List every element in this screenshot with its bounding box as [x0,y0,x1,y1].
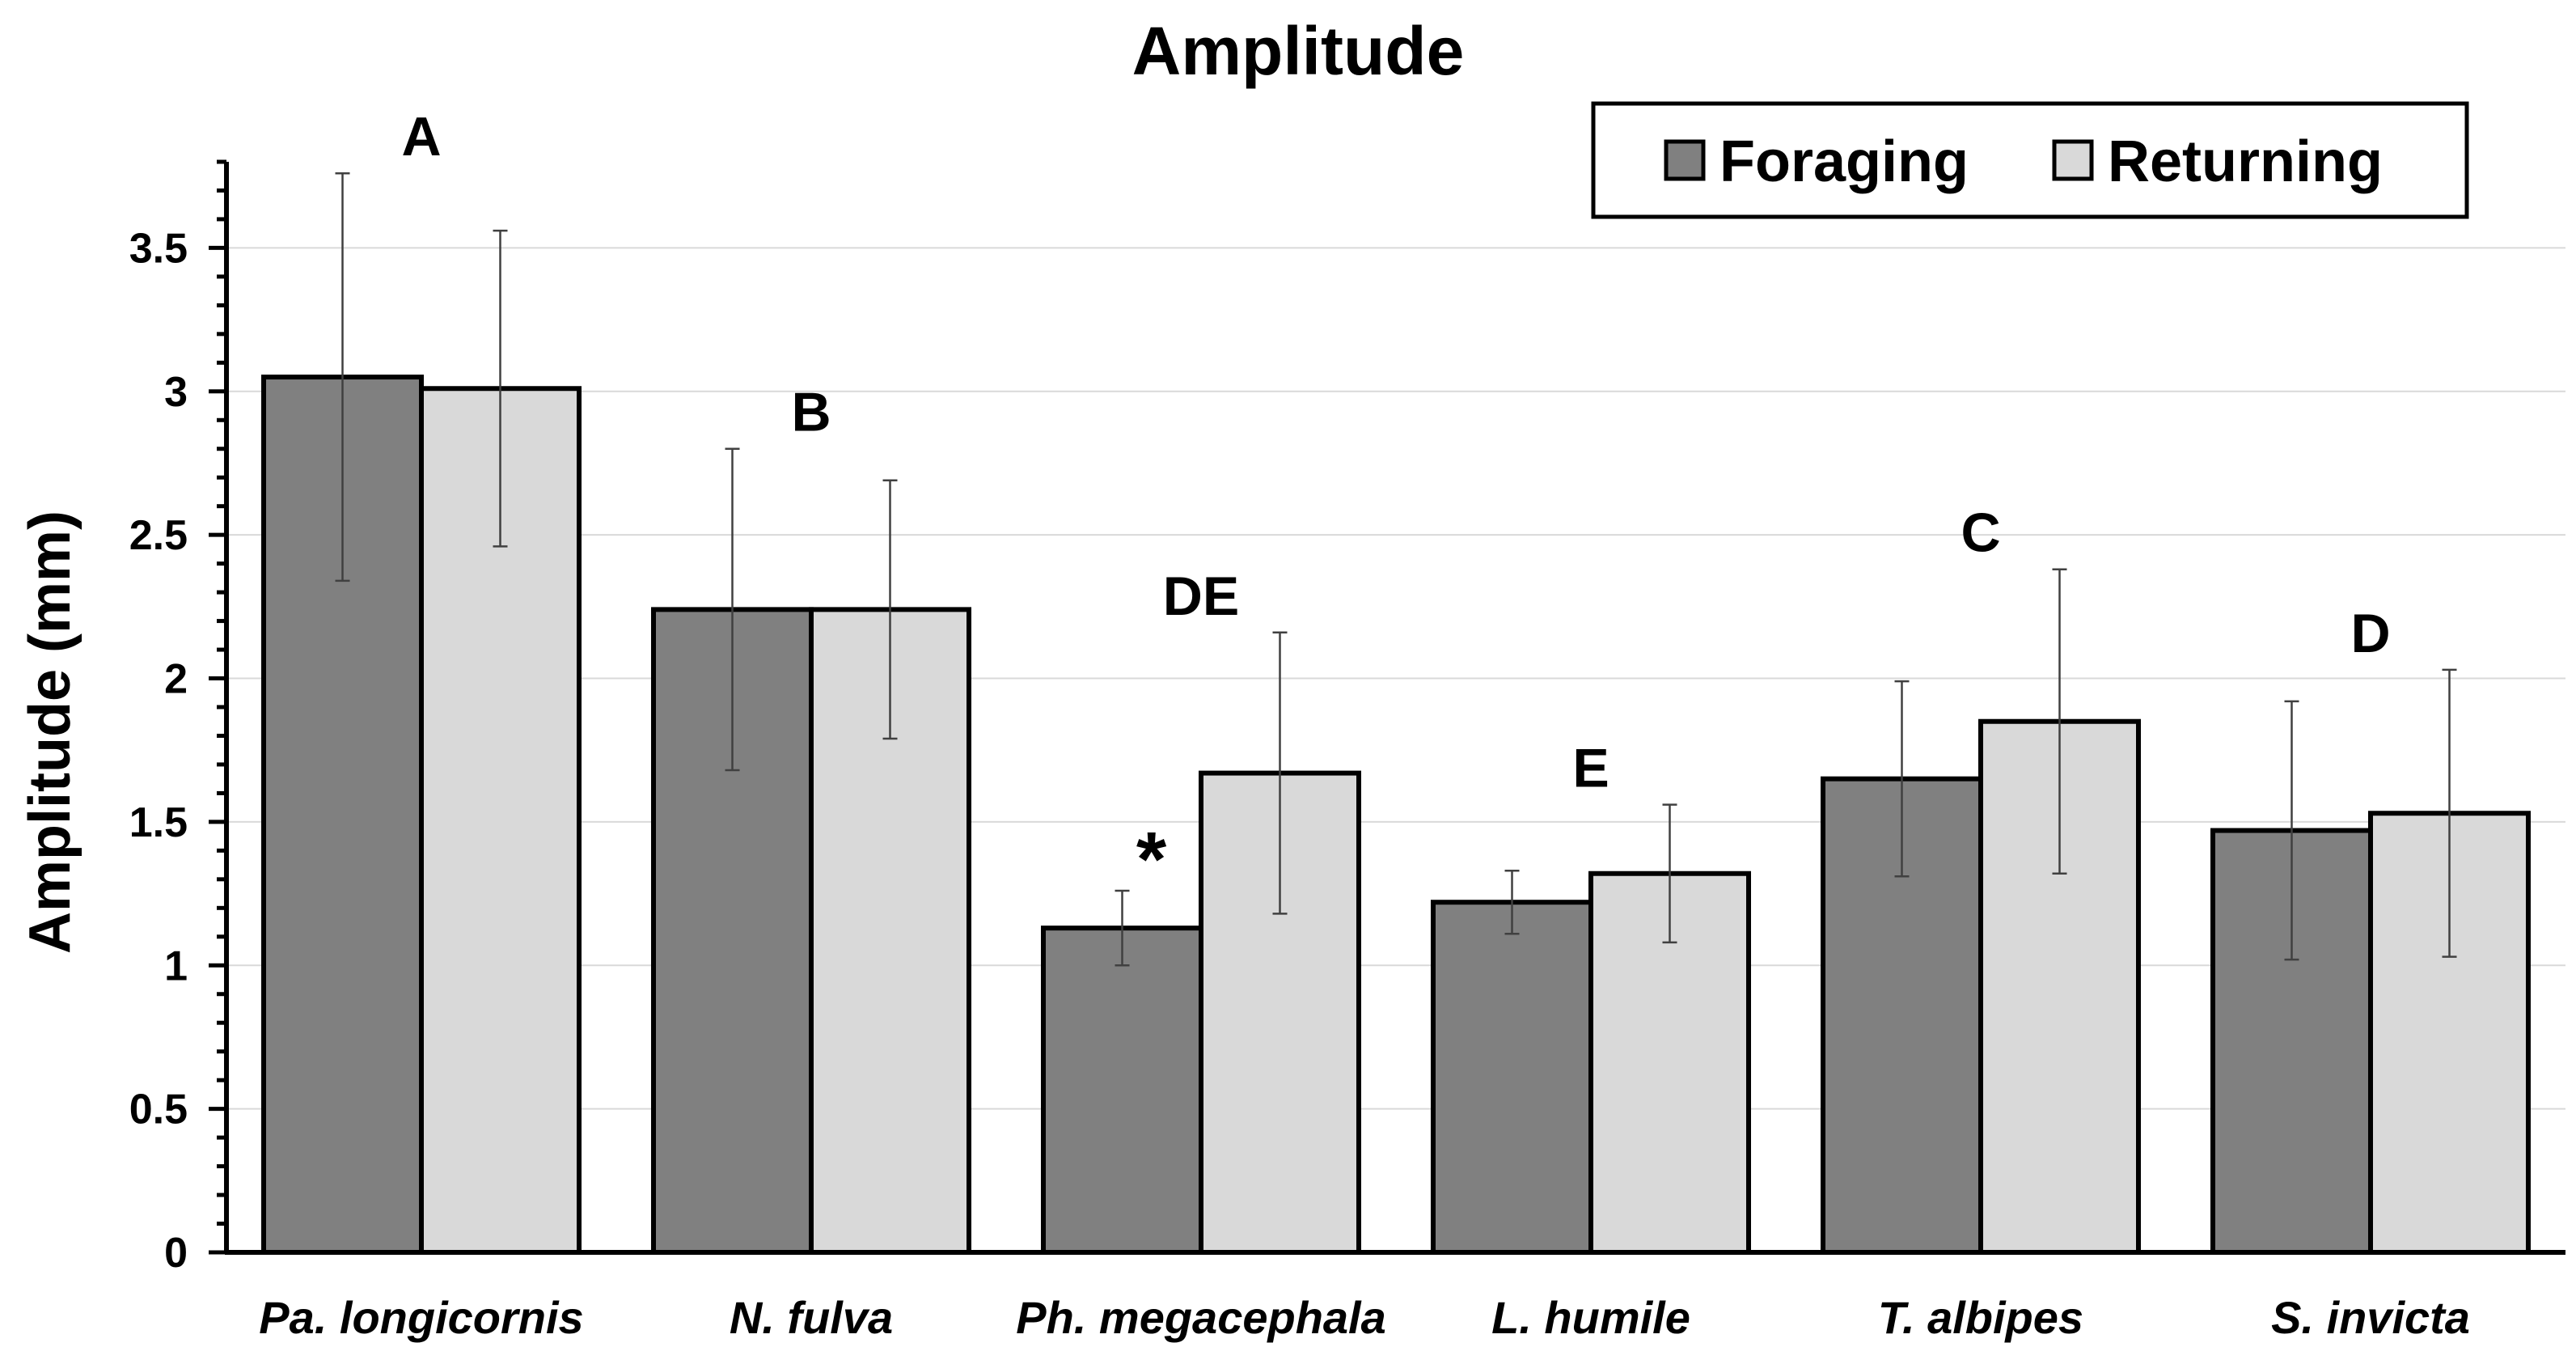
x-category-label: S. invicta [2271,1292,2470,1343]
legend-box [1591,101,2469,219]
legend-label-returning: Returning [2108,129,2383,194]
y-tick-label: 2.5 [129,512,188,559]
bar-foraging [1041,926,1203,1255]
bar-foraging [1431,900,1593,1256]
y-axis-label: Amplitude (mm) [18,510,82,954]
significance-asterisk: * [1136,816,1167,903]
significance-letter: A [401,106,441,167]
y-tick-label: 3.5 [129,225,188,272]
y-tick-label: 2 [164,656,188,703]
significance-letter: B [791,382,831,443]
significance-letter: C [1961,502,2000,564]
y-tick-label: 0 [164,1230,188,1277]
gridlines [226,247,2565,1110]
significance-letter: D [2350,603,2390,664]
y-tick-label: 0.5 [129,1087,188,1133]
legend-label-foraging: Foraging [1719,129,1969,194]
legend: Foraging Returning [1591,101,2469,219]
x-category-label: Ph. megacephala [1016,1292,1386,1343]
y-tick-label: 3 [164,369,188,416]
axes: 0 0.5 1 1.5 2 2.5 3 3.5 [129,159,2565,1277]
legend-swatch-foraging [1664,139,1706,181]
x-category-label: N. fulva [730,1292,893,1343]
x-category-label: T. albipes [1878,1292,2083,1343]
significance-letter: E [1572,738,1609,799]
y-tick-label: 1 [164,943,188,989]
significance-letter: DE [1163,566,1239,627]
bars [261,375,2531,1256]
chart-title: Amplitude [1132,13,1465,89]
labels: Pa. longicornis A N. fulva B Ph. megacephala… [259,106,2470,1343]
x-category-label: Pa. longicornis [259,1292,583,1343]
error-bars [335,172,2457,967]
y-tick-label: 1.5 [129,799,188,846]
x-category-label: L. humile [1491,1292,1690,1343]
bar-returning [1978,718,2141,1255]
legend-swatch-returning [2052,139,2094,181]
